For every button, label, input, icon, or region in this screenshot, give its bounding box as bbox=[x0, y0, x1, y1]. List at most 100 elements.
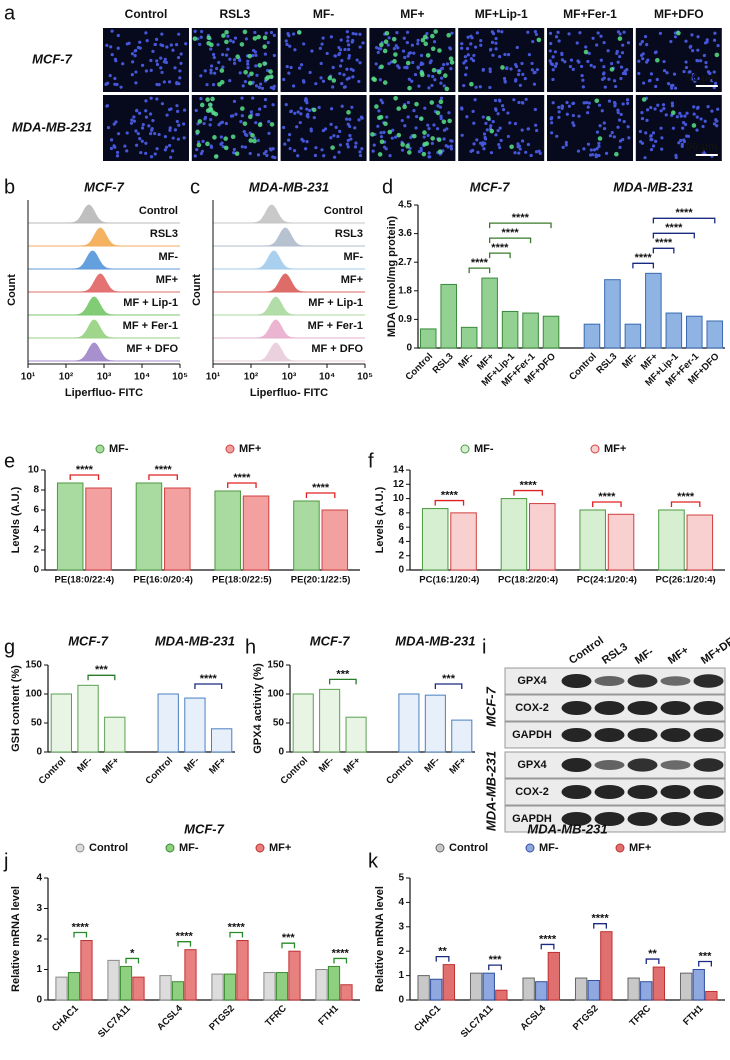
cell bbox=[571, 113, 575, 118]
cell bbox=[517, 151, 521, 155]
legend-label: MF- bbox=[539, 842, 559, 854]
cell bbox=[693, 79, 697, 83]
bar bbox=[164, 487, 191, 571]
cell-fluorescence bbox=[257, 122, 263, 128]
y-tick-label: 10 bbox=[28, 465, 40, 476]
cell bbox=[423, 106, 427, 110]
legend-label: MF- bbox=[109, 443, 129, 455]
cell bbox=[643, 35, 648, 39]
significance-bracket bbox=[305, 492, 336, 498]
cell bbox=[681, 126, 685, 130]
cell bbox=[429, 59, 433, 63]
histogram-ridge bbox=[213, 319, 365, 339]
cell bbox=[640, 40, 644, 44]
cell bbox=[580, 73, 584, 78]
cell bbox=[502, 76, 507, 81]
cell bbox=[619, 65, 624, 69]
cell bbox=[342, 73, 346, 77]
cell bbox=[494, 108, 498, 112]
cell bbox=[253, 50, 257, 54]
cell bbox=[548, 59, 552, 63]
cell bbox=[284, 102, 288, 107]
blot-band bbox=[693, 674, 724, 688]
x-tick-label: PC(26:1/20:4) bbox=[656, 575, 716, 586]
cell bbox=[329, 35, 334, 39]
cell bbox=[476, 150, 480, 154]
blot-band bbox=[561, 812, 592, 826]
significance-bracket bbox=[670, 501, 701, 507]
significance-label: **** bbox=[491, 242, 509, 254]
cell bbox=[256, 153, 261, 157]
cell bbox=[603, 85, 607, 89]
y-tick-label: 0 bbox=[406, 343, 412, 354]
cell bbox=[243, 145, 248, 149]
histogram-ridge bbox=[213, 342, 365, 362]
cell-fluorescence bbox=[206, 35, 212, 41]
cell-fluorescence bbox=[583, 49, 589, 55]
cell bbox=[706, 104, 710, 109]
cell-fluorescence bbox=[330, 145, 335, 150]
cell bbox=[481, 67, 485, 72]
cell bbox=[498, 99, 502, 103]
cell-fluorescence bbox=[437, 48, 442, 53]
cell bbox=[401, 49, 406, 53]
cell-fluorescence bbox=[435, 110, 441, 116]
cell bbox=[211, 82, 216, 87]
legend-label: Control bbox=[89, 842, 128, 854]
bar bbox=[607, 513, 635, 571]
bar bbox=[450, 512, 477, 571]
cell-fluorescence bbox=[248, 138, 254, 143]
cell bbox=[305, 107, 309, 111]
bar bbox=[600, 931, 613, 1001]
cell bbox=[292, 84, 296, 88]
cell-fluorescence bbox=[256, 34, 261, 40]
cell bbox=[551, 68, 555, 72]
cell bbox=[199, 35, 203, 39]
panel-letter: i bbox=[482, 636, 486, 658]
lane-label: Control bbox=[567, 635, 606, 667]
significance-label: **** bbox=[312, 482, 330, 494]
cell-fluorescence bbox=[331, 78, 337, 83]
cell bbox=[351, 31, 355, 36]
cell bbox=[587, 51, 591, 56]
cell bbox=[149, 58, 153, 63]
cell bbox=[564, 140, 568, 145]
cell bbox=[460, 107, 464, 111]
cell bbox=[513, 151, 517, 155]
cell bbox=[520, 128, 524, 132]
bar bbox=[119, 965, 133, 1001]
bar bbox=[263, 972, 276, 1001]
significance-bracket bbox=[69, 474, 100, 480]
cell bbox=[518, 147, 522, 151]
cell-fluorescence bbox=[257, 63, 263, 68]
cell bbox=[560, 52, 564, 57]
cell bbox=[160, 32, 164, 36]
column-label: MF+ bbox=[400, 7, 424, 21]
cell bbox=[132, 119, 136, 123]
cell bbox=[501, 108, 506, 112]
cell-fluorescence bbox=[641, 97, 647, 102]
cell-fluorescence bbox=[379, 139, 385, 145]
cell bbox=[177, 32, 181, 36]
cell bbox=[556, 30, 560, 34]
cell-fluorescence bbox=[536, 37, 542, 43]
cell bbox=[649, 148, 654, 152]
cell bbox=[619, 76, 623, 81]
cell bbox=[695, 106, 700, 110]
cell bbox=[469, 57, 474, 61]
cell bbox=[358, 153, 363, 158]
cell bbox=[165, 113, 169, 117]
significance-bracket bbox=[698, 960, 712, 967]
cell bbox=[379, 131, 383, 135]
histogram-ridge bbox=[28, 227, 180, 247]
series-title: MDA-MB-231 bbox=[613, 179, 693, 194]
cell bbox=[219, 121, 223, 125]
cell bbox=[496, 29, 501, 33]
cell-fluorescence bbox=[436, 137, 442, 143]
cell bbox=[378, 78, 382, 82]
panel-letter: h bbox=[245, 636, 256, 658]
cell bbox=[584, 101, 589, 105]
cell bbox=[358, 61, 362, 65]
cell-fluorescence bbox=[443, 73, 448, 78]
lane-label: MF+DFO bbox=[699, 631, 730, 667]
